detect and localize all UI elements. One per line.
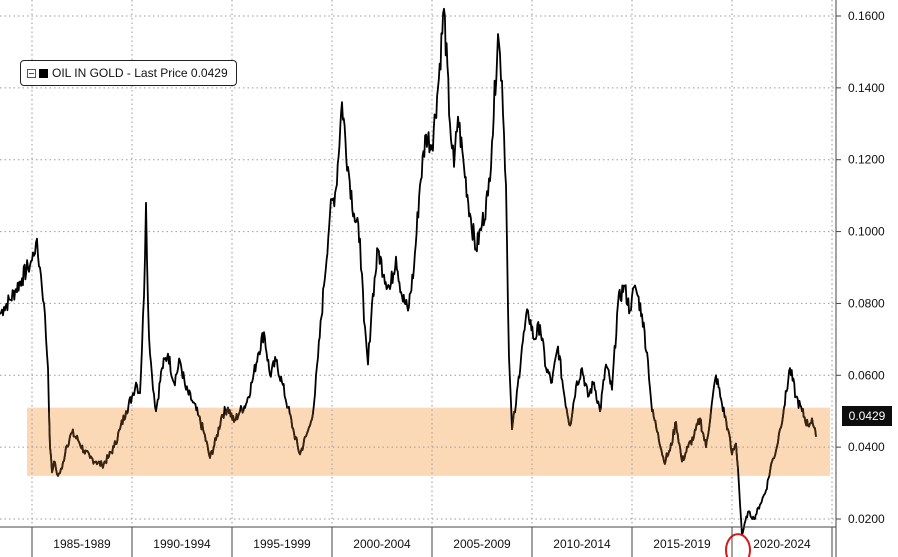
y-tick-label: 0.0400 — [848, 440, 885, 454]
series-line-oil-in-gold-in-band — [48, 406, 817, 477]
y-tick-label: 0.1200 — [848, 153, 885, 167]
y-tick-label: 0.1000 — [848, 225, 885, 239]
y-axis-tick-labels: 0.0200 0.0400 0.0600 0.0800 0.1000 0.1200 0.14… — [836, 9, 885, 526]
x-tick-label: 1990-1994 — [153, 537, 211, 551]
x-tick-label: 1995-1999 — [253, 537, 311, 551]
legend: OIL IN GOLD - Last Price 0.0429 — [20, 60, 237, 86]
y-tick-label: 0.0200 — [848, 512, 885, 526]
x-tick-label: 2015-2019 — [653, 537, 711, 551]
record-low-marker — [725, 533, 751, 557]
x-tick-label: 2010-2014 — [553, 537, 611, 551]
y-tick-label: 0.1400 — [848, 81, 885, 95]
y-tick-label: 0.0600 — [848, 368, 885, 382]
legend-swatch-icon — [39, 68, 48, 78]
x-axis-tick-labels: 1985-1989 1990-1994 1995-1999 2000-2004 2005… — [31, 527, 833, 557]
support-band — [27, 407, 830, 476]
x-tick-label: 1985-1989 — [53, 537, 111, 551]
y-tick-label: 0.0800 — [848, 296, 885, 310]
last-price-badge: 0.0429 — [842, 406, 892, 426]
legend-expand-icon[interactable] — [27, 68, 36, 78]
x-tick-label: 2020-2024 — [753, 537, 811, 551]
x-tick-label: 2000-2004 — [353, 537, 411, 551]
legend-label: OIL IN GOLD - Last Price 0.0429 — [52, 66, 228, 80]
x-tick-label: 2005-2009 — [453, 537, 511, 551]
y-tick-label: 0.1600 — [848, 9, 885, 23]
